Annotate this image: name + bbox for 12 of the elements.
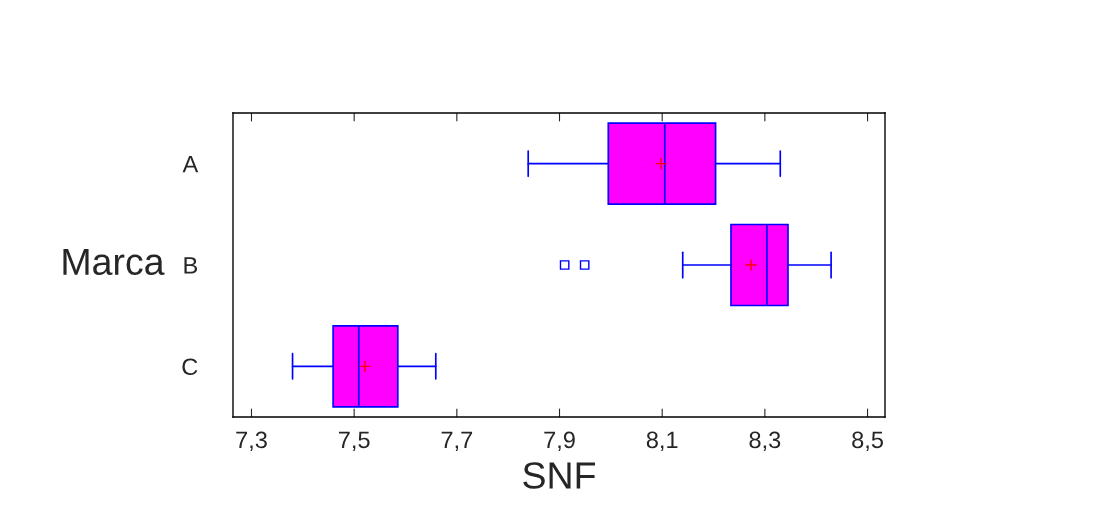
x-axis-title: SNF — [523, 462, 595, 489]
y-tick-label: C — [182, 358, 198, 376]
x-tick-label: 8,5 — [852, 431, 883, 452]
x-tick-label: 7,3 — [236, 431, 267, 452]
x-tick-label: 7,5 — [338, 431, 370, 452]
y-tick-label: A — [182, 155, 199, 173]
x-tick-label: 7,7 — [441, 431, 473, 452]
y-tick-label: B — [184, 257, 198, 274]
x-tick-label: 8,3 — [749, 431, 781, 452]
x-tick-label: 8,1 — [646, 431, 678, 452]
y-axis-title: Marca — [63, 248, 165, 276]
x-tick-label: 7,9 — [544, 431, 575, 452]
